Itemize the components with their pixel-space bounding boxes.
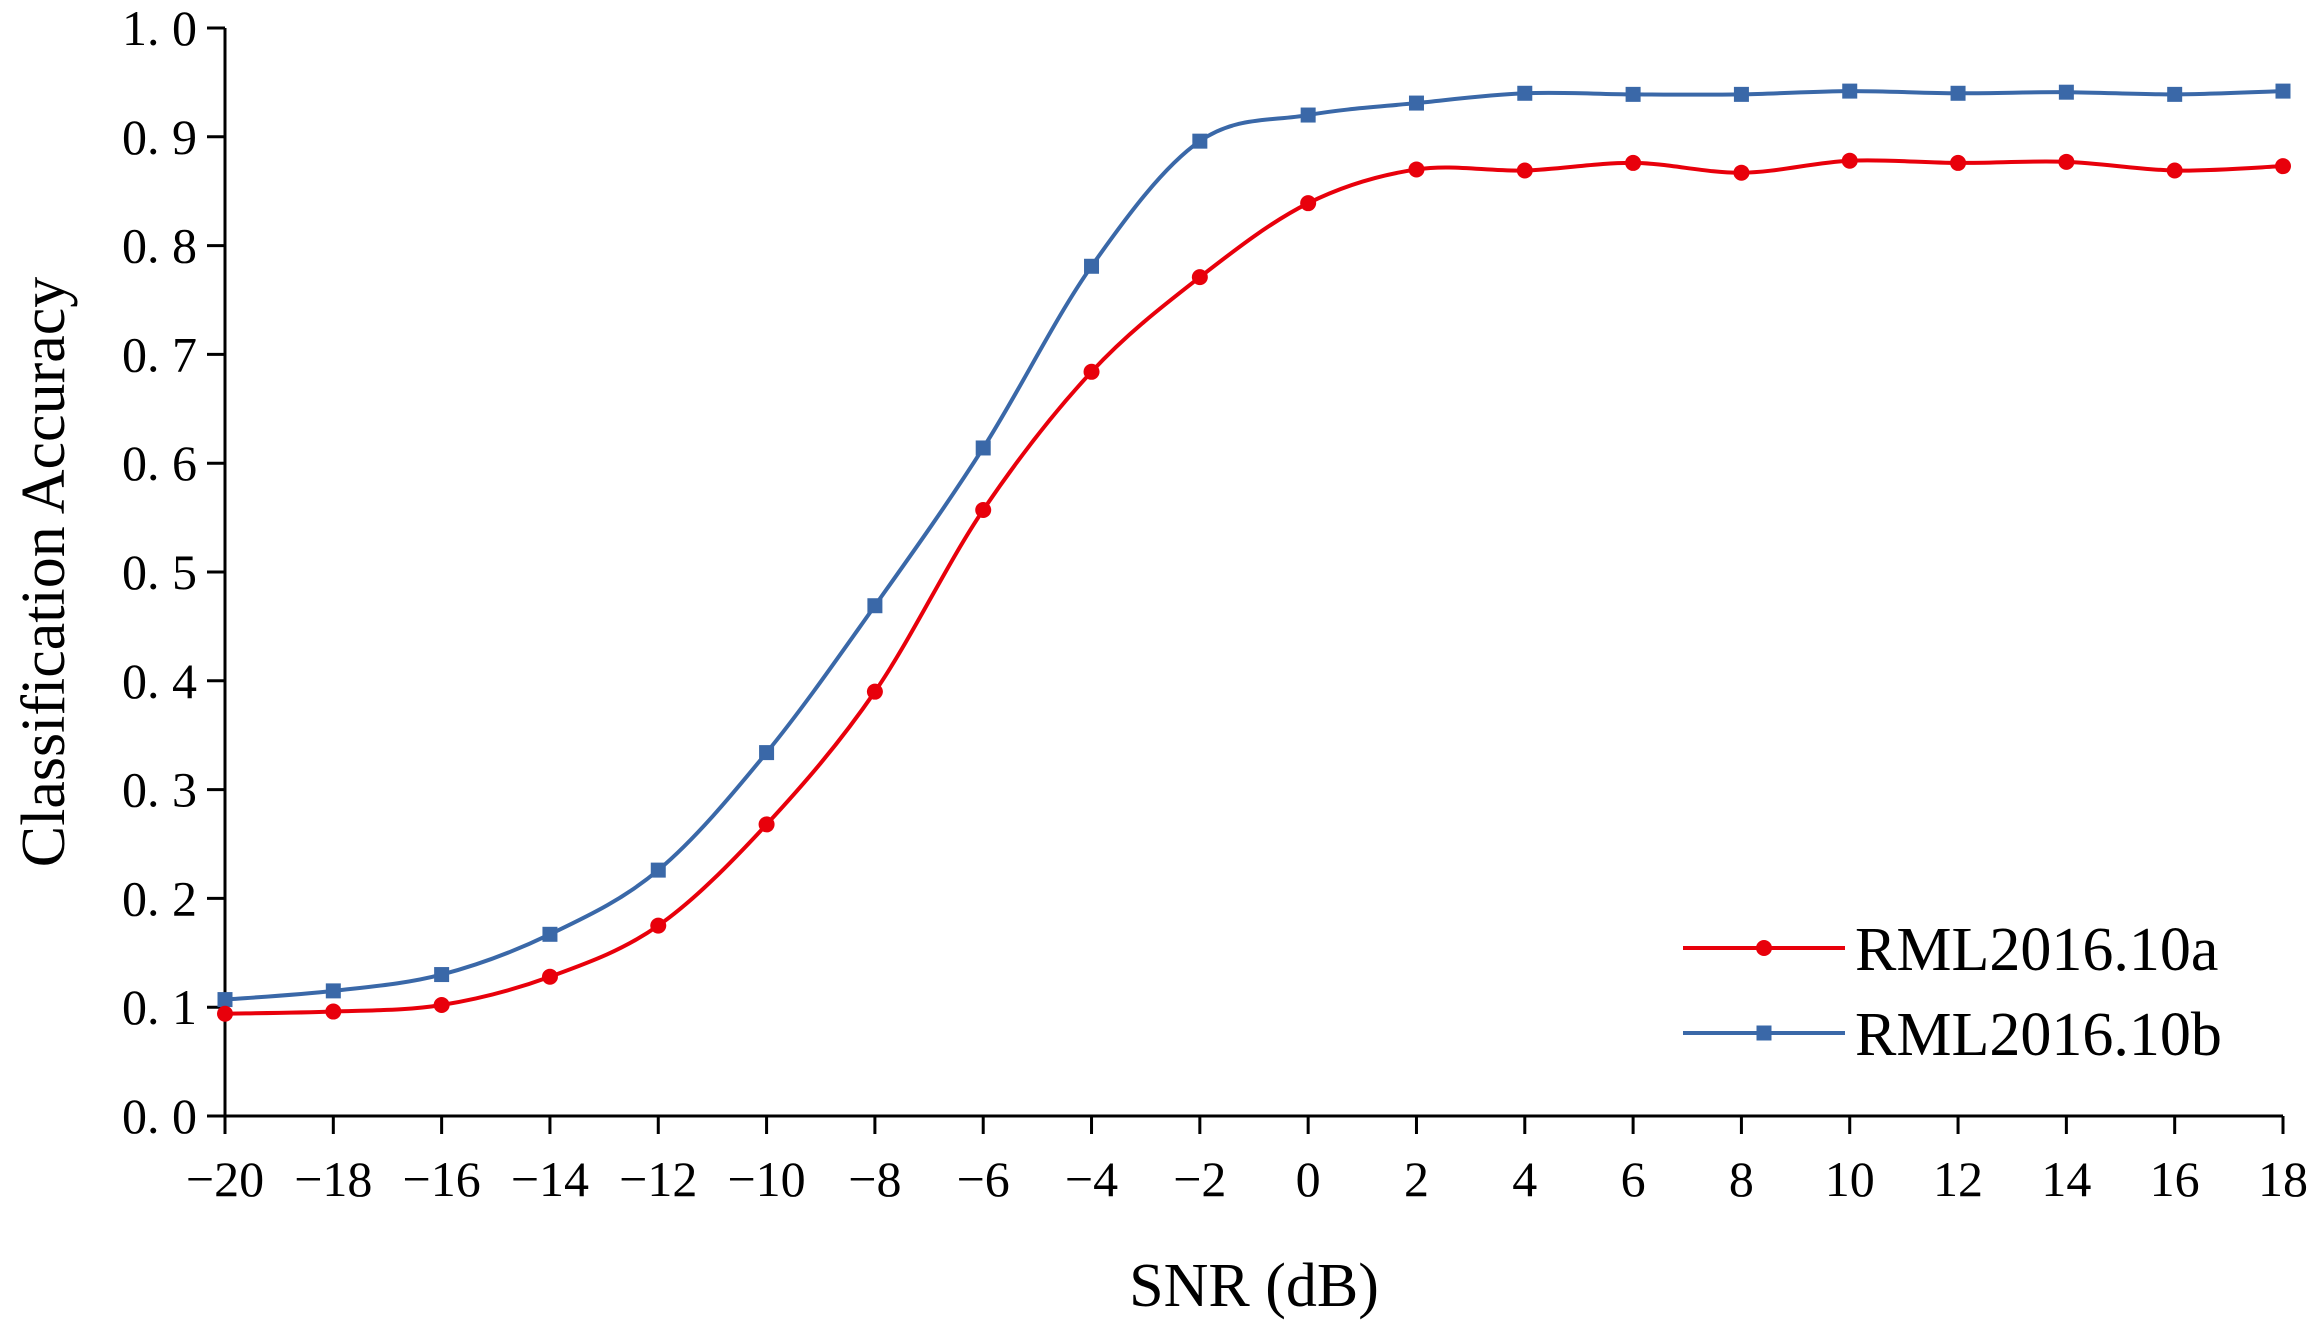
data-point-rml2016-10b — [217, 992, 233, 1008]
series-layer — [217, 83, 2291, 1022]
data-point-rml2016-10b — [759, 745, 775, 761]
data-point-rml2016-10a — [2275, 158, 2291, 175]
y-tick-label: 0. 6 — [122, 435, 197, 491]
data-point-rml2016-10b — [867, 598, 883, 614]
series-rml2016-10b — [217, 83, 2291, 1008]
data-point-rml2016-10a — [1408, 161, 1425, 178]
legend-marker — [1756, 940, 1772, 956]
legend: RML2016.10a RML2016.10b — [1683, 916, 2222, 1069]
y-tick-label: 0. 5 — [122, 544, 197, 600]
x-tick-label: −4 — [1065, 1151, 1118, 1207]
y-tick-label: 0. 1 — [122, 979, 197, 1035]
x-tick-label: 4 — [1512, 1151, 1537, 1207]
data-point-rml2016-10a — [541, 968, 558, 985]
y-ticks: 0. 0 0. 1 0. 2 0. 3 0. 4 0. 5 0. 6 0. 7 0. 8 0. 9… — [122, 0, 225, 1144]
legend-item-rml2016-10a: RML2016.10a — [1683, 916, 2218, 984]
legend-label: RML2016.10b — [1855, 1001, 2222, 1069]
data-point-rml2016-10a — [1300, 195, 1317, 212]
y-tick-label: 0. 8 — [122, 218, 197, 274]
data-point-rml2016-10b — [1950, 85, 1966, 101]
data-point-rml2016-10a — [1516, 162, 1533, 179]
data-point-rml2016-10a — [758, 816, 775, 833]
data-point-rml2016-10a — [325, 1003, 342, 1020]
y-tick-label: 0. 7 — [122, 326, 197, 382]
data-point-rml2016-10b — [1733, 86, 1749, 102]
data-point-rml2016-10b — [1084, 258, 1100, 274]
y-tick-label: 0. 9 — [122, 109, 197, 165]
data-point-rml2016-10b — [975, 440, 991, 456]
data-point-rml2016-10b — [650, 862, 666, 878]
series-line-rml2016-10a — [224, 158, 2284, 1016]
x-tick-label: −10 — [727, 1151, 805, 1207]
y-tick-label: 0. 0 — [122, 1088, 197, 1144]
legend-label: RML2016.10a — [1855, 916, 2218, 984]
x-tick-label: −14 — [511, 1151, 589, 1207]
y-tick-label: 0. 3 — [122, 762, 197, 818]
series-line-rml2016-10b — [224, 89, 2284, 1002]
data-point-rml2016-10b — [1300, 107, 1316, 123]
y-tick-label: 0. 4 — [122, 653, 197, 709]
data-point-rml2016-10b — [2275, 83, 2291, 99]
x-tick-label: −12 — [619, 1151, 697, 1207]
data-point-rml2016-10b — [434, 967, 450, 983]
data-point-rml2016-10a — [866, 683, 883, 700]
y-axis-title: Classification Accuracy — [10, 277, 78, 868]
data-point-rml2016-10a — [975, 501, 992, 518]
x-tick-label: −20 — [186, 1151, 264, 1207]
x-tick-label: 8 — [1729, 1151, 1754, 1207]
data-point-rml2016-10b — [1517, 85, 1533, 101]
data-point-rml2016-10b — [1192, 133, 1208, 149]
x-ticks: −20 −18 −16 −14 −12 −10 −8 −6 −4 −2 0 2 4 6 8 10 12 14 16 1… — [186, 1116, 2308, 1207]
data-point-rml2016-10b — [2167, 86, 2183, 102]
legend-marker — [1756, 1025, 1772, 1041]
x-tick-label: 16 — [2150, 1151, 2200, 1207]
data-point-rml2016-10a — [2166, 162, 2183, 179]
data-point-rml2016-10b — [1842, 83, 1858, 99]
x-tick-label: −16 — [403, 1151, 481, 1207]
x-tick-label: −6 — [957, 1151, 1010, 1207]
x-tick-label: 14 — [2041, 1151, 2091, 1207]
x-tick-label: 18 — [2258, 1151, 2308, 1207]
series-rml2016-10a — [217, 152, 2291, 1022]
y-tick-label: 1. 0 — [122, 0, 197, 56]
data-point-rml2016-10a — [2058, 153, 2075, 170]
x-axis-title: SNR (dB) — [1129, 1252, 1379, 1320]
data-point-rml2016-10b — [2058, 84, 2074, 100]
data-point-rml2016-10a — [1733, 164, 1750, 181]
data-point-rml2016-10b — [1408, 95, 1424, 111]
data-point-rml2016-10b — [325, 983, 341, 999]
data-point-rml2016-10a — [1083, 363, 1100, 380]
data-point-rml2016-10a — [1950, 154, 1967, 171]
data-point-rml2016-10a — [1625, 154, 1642, 171]
data-point-rml2016-10a — [1191, 269, 1208, 286]
x-tick-label: −18 — [294, 1151, 372, 1207]
data-point-rml2016-10a — [217, 1005, 233, 1022]
x-tick-label: 10 — [1825, 1151, 1875, 1207]
y-tick-label: 0. 2 — [122, 870, 197, 926]
x-tick-label: 12 — [1933, 1151, 1983, 1207]
legend-item-rml2016-10b: RML2016.10b — [1683, 1001, 2222, 1069]
data-point-rml2016-10b — [542, 926, 558, 942]
x-tick-label: 0 — [1296, 1151, 1321, 1207]
x-tick-label: −2 — [1173, 1151, 1226, 1207]
x-tick-label: −8 — [848, 1151, 901, 1207]
data-point-rml2016-10a — [433, 997, 450, 1014]
data-point-rml2016-10b — [1625, 86, 1641, 102]
data-point-rml2016-10a — [1841, 152, 1858, 169]
x-tick-label: 6 — [1621, 1151, 1646, 1207]
data-point-rml2016-10a — [650, 917, 667, 934]
x-tick-label: 2 — [1404, 1151, 1429, 1207]
